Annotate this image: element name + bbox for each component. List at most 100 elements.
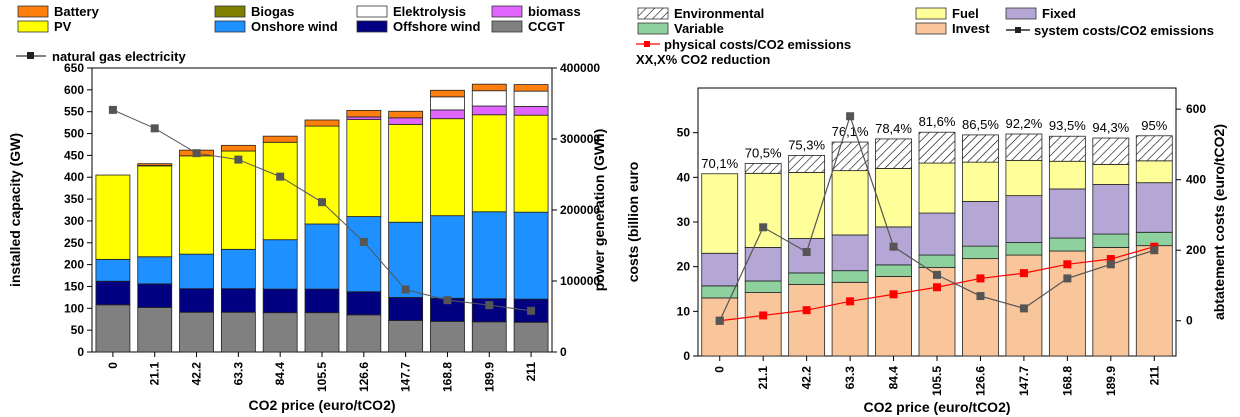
x-tick-label: 147.7 (1017, 366, 1031, 396)
x-tick-label: 84.4 (887, 366, 901, 390)
y-tick-label: 550 (64, 105, 84, 119)
bar-segment-3 (744, 172, 782, 248)
x-tick-label: 211 (1147, 366, 1161, 386)
bar-segment-2 (962, 201, 999, 247)
y-tick-label: 0 (683, 349, 690, 363)
cost-point-0 (759, 311, 768, 320)
bar-segment-1 (701, 285, 739, 299)
bar-segment-0 (95, 304, 131, 353)
bar-segment-7 (220, 144, 256, 152)
bar-segment-3 (304, 125, 340, 225)
legend-label: physical costs/CO2 emissions (664, 37, 851, 52)
bar-segment-1 (220, 288, 256, 313)
x-tick-label: 168.8 (1060, 366, 1074, 396)
cost-point-1 (933, 270, 941, 279)
legend-swatch (214, 20, 246, 33)
bar-segment-4 (962, 134, 999, 163)
y2-tick-label: 300000 (560, 132, 600, 146)
legend-label: Environmental (674, 6, 764, 21)
legend-swatch (637, 22, 669, 35)
reduction-label: 78,4% (875, 121, 912, 136)
gas-point (234, 155, 243, 164)
bar-segment-7 (430, 89, 465, 98)
bar-segment-3 (513, 114, 549, 213)
legend-label: Invest (952, 21, 990, 36)
bar-segment-2 (304, 223, 340, 290)
reduction-label: 76,1% (832, 124, 869, 139)
bar-segment-7 (471, 83, 507, 92)
x-tick-label: 42.2 (800, 366, 814, 390)
bar-segment-6 (430, 96, 465, 111)
gas-point (359, 237, 368, 246)
bar-segment-7 (262, 135, 298, 143)
y2-tick-label: 0 (560, 345, 567, 359)
y2-tick-label: 200 (1186, 243, 1206, 257)
bar-segment-7 (304, 119, 340, 127)
bar-segment-3 (1135, 160, 1173, 184)
y2-tick-label: 0 (1186, 314, 1193, 328)
bar-segment-0 (788, 284, 826, 357)
y-tick-label: 350 (64, 192, 84, 206)
legend-label: Fixed (1042, 6, 1076, 21)
legend-marker (27, 52, 34, 59)
y-tick-label: 50 (71, 323, 85, 337)
x-tick-label: 63.3 (843, 366, 857, 390)
y2-tick-label: 400 (1186, 173, 1206, 187)
bar-segment-2 (1005, 195, 1043, 243)
bar-segment-2 (701, 252, 739, 287)
bar-segment-0 (513, 321, 549, 353)
legend: Environmental Fuel Fixed Variable Invest phys… (636, 6, 1214, 67)
y-tick-label: 100 (64, 301, 84, 315)
legend-label: Biogas (251, 4, 294, 19)
y2-tick-label: 600 (1186, 102, 1206, 116)
legend-label: Offshore wind (393, 19, 480, 34)
legend-swatch (1005, 7, 1037, 20)
gas-point (108, 105, 117, 114)
capacity-chart: Battery Biogas Elektrolysis biomass PV Onshor… (7, 4, 607, 413)
bar-segment-3 (875, 167, 912, 228)
legend-swatch (491, 5, 523, 18)
bar-segment-2 (918, 212, 956, 256)
bar-segment-4 (788, 155, 826, 173)
gas-point (150, 124, 159, 133)
bar-segment-7 (346, 109, 382, 118)
y-tick-label: 400 (64, 170, 84, 184)
legend-label: CCGT (528, 19, 565, 34)
y-tick-label: 50 (677, 126, 691, 140)
legend-swatch (491, 20, 523, 33)
x-tick-label: 105.5 (315, 362, 329, 392)
y2-tick-label: 400000 (560, 61, 600, 75)
legend-note: XX,X% CO2 reduction (636, 52, 770, 67)
bar-segment-3 (701, 173, 739, 254)
bar-segment-5 (430, 109, 465, 120)
bar-segment-3 (262, 141, 298, 241)
y2-tick-label: 200000 (560, 203, 600, 217)
reduction-label: 93,5% (1049, 118, 1086, 133)
bar-segment-4 (831, 141, 869, 172)
cost-point-1 (976, 292, 985, 301)
cost-point-1 (1063, 274, 1072, 283)
cost-point-0 (846, 297, 855, 306)
reduction-label: 75,3% (788, 137, 825, 152)
gas-point (443, 296, 452, 305)
bar-segment-0 (346, 314, 382, 353)
cost-point-0 (1019, 269, 1028, 278)
bar-segment-3 (471, 114, 507, 213)
bar-segment-4 (1135, 135, 1173, 162)
bar-segment-2 (430, 215, 465, 299)
legend-label: Onshore wind (251, 19, 338, 34)
x-tick-label: 21.1 (148, 362, 162, 386)
y-tick-label: 30 (677, 215, 691, 229)
legend-label: system costs/CO2 emissions (1034, 23, 1214, 38)
reduction-label: 95% (1141, 118, 1167, 133)
cost-point-1 (1150, 246, 1159, 255)
gas-point (318, 198, 326, 207)
legend-swatch (915, 22, 947, 35)
legend-swatch (356, 5, 388, 18)
legend-label: biomass (528, 4, 581, 19)
gas-point (527, 306, 536, 315)
bar-segment-4 (875, 138, 912, 169)
cost-point-1 (1106, 260, 1115, 269)
bar-segment-1 (346, 291, 382, 316)
